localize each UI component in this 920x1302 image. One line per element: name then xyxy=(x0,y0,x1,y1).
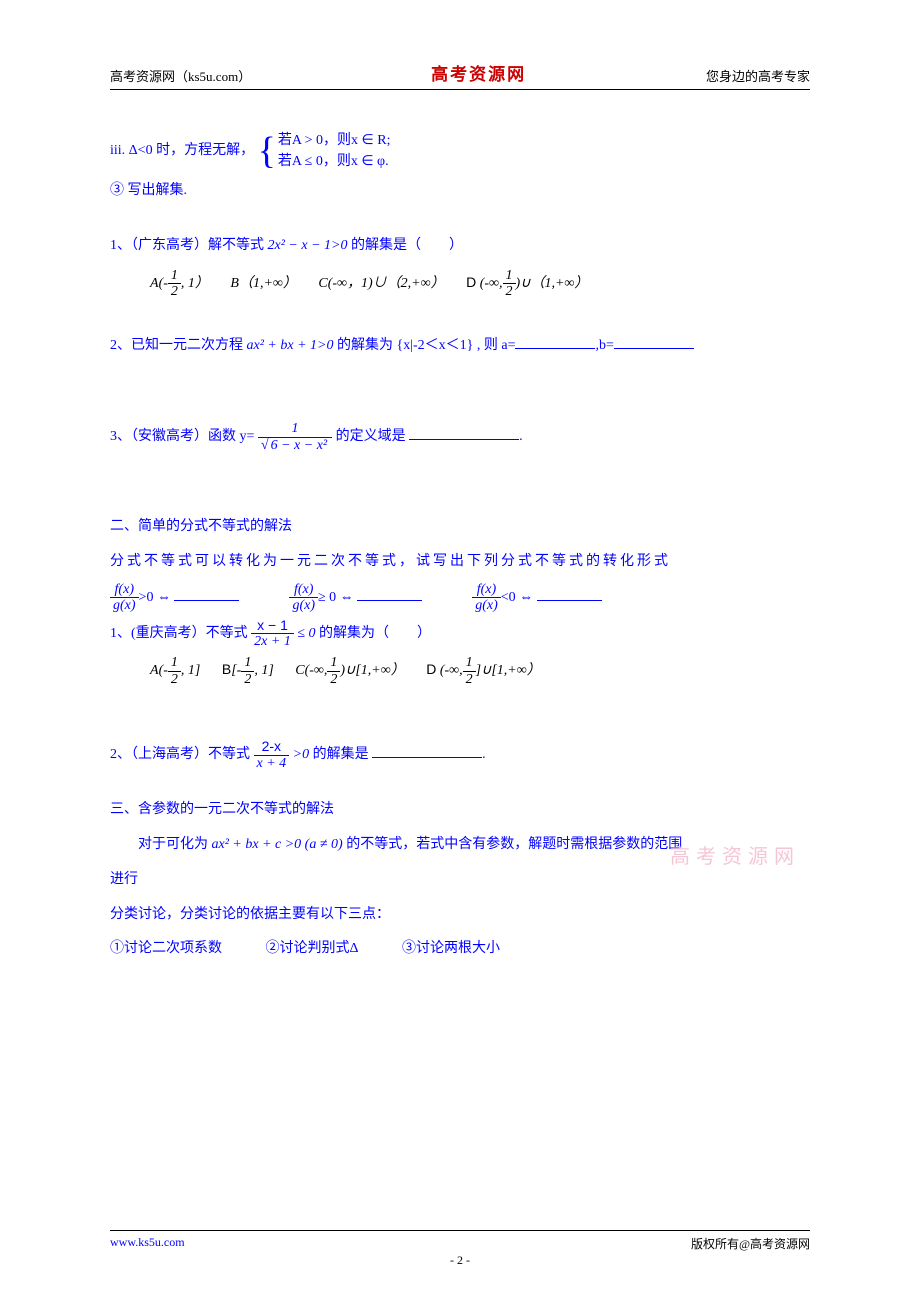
s2q2-stem-a: 2、（上海高考）不等式 xyxy=(110,747,250,762)
s2q1-stem-b: 的解集为（ ） xyxy=(319,626,431,641)
sec3-pt2: ②讨论判别式Δ xyxy=(266,934,359,965)
form-1: f(x)g(x)>0 ⇔ xyxy=(110,582,239,614)
q2-tail-a: , 则 a= xyxy=(477,338,516,353)
iii-cond: Δ<0 时，方程无解， xyxy=(129,143,254,158)
q2-blank-a xyxy=(515,348,595,349)
q2-expr: ax² + bx + 1>0 xyxy=(247,338,334,353)
q2-blank-b xyxy=(614,348,694,349)
header-right: 您身边的高考专家 xyxy=(706,66,810,85)
s2q2-stem: 2、（上海高考）不等式 2-xx + 4 >0 的解集是 . xyxy=(110,739,810,771)
q1-stem: 1、（广东高考）解不等式 2x² − x − 1>0 的解集是（ ） xyxy=(110,231,810,262)
step-3: ③ 写出解集. xyxy=(110,176,810,207)
q2-stem: 2、已知一元二次方程 ax² + bx + 1>0 的解集为 {x|-2＜x＜1… xyxy=(110,331,810,362)
sec2-forms: f(x)g(x)>0 ⇔ f(x)g(x)≥ 0 ⇔ f(x)g(x)<0 ⇔ xyxy=(110,582,810,614)
q1-stem-a: 1、（广东高考）解不等式 xyxy=(110,238,264,253)
form-2: f(x)g(x)≥ 0 ⇔ xyxy=(289,582,422,614)
s2q1-optB: B[-12, 1] xyxy=(222,655,274,687)
s2q1-options: A(-12, 1] B[-12, 1] C(-∞,12)∪[1,+∞） D (-… xyxy=(150,655,810,687)
s2q1-optA: A(-12, 1] xyxy=(150,655,200,687)
s2q1-optD: D (-∞,12]∪[1,+∞） xyxy=(426,655,541,687)
sec3-line1-b: 的不等式，若式中含有参数，解题时需根据参数的范围 xyxy=(346,837,682,852)
s2q2-frac: 2-xx + 4 xyxy=(254,739,290,771)
q2-stem-b: 的解集为 {x|-2＜x＜1} xyxy=(337,338,473,353)
s2q1-stem-a: 1、(重庆高考）不等式 xyxy=(110,626,248,641)
sec2-title: 二、简单的分式不等式的解法 xyxy=(110,512,810,543)
s2q2-tail: . xyxy=(482,747,486,762)
form2-blank xyxy=(357,600,422,601)
q1-optA: A(-12, 1） xyxy=(150,268,209,300)
q3-stem-b: 的定义域是 xyxy=(336,429,406,444)
q1-expr: 2x² − x − 1>0 xyxy=(268,238,348,253)
q3-tail: . xyxy=(519,429,523,444)
brace-row-1: 若A > 0，则x ∈ R; xyxy=(278,130,391,151)
s2q1-optC: C(-∞,12)∪[1,+∞） xyxy=(295,655,404,687)
footer-right: 版权所有@高考资源网 xyxy=(691,1235,810,1252)
footer-left: www.ks5u.com xyxy=(110,1235,185,1252)
brace-icon: { xyxy=(258,132,276,170)
page-number: - 2 - xyxy=(0,1253,920,1268)
q2-tail-b: ,b= xyxy=(595,338,613,353)
sec3-expr: ax² + bx + c >0 (a ≠ 0) xyxy=(212,837,343,852)
q3-stem-a: 3、（安徽高考）函数 y= xyxy=(110,429,254,444)
form3-blank xyxy=(537,600,602,601)
s2q1-frac: x − 12x + 1 xyxy=(251,618,294,650)
q1-optC: C(-∞，1)∪（2,+∞） xyxy=(318,272,444,292)
q3-blank xyxy=(409,439,519,440)
q3-stem: 3、（安徽高考）函数 y= 1 √6 − x − x² 的定义域是 . xyxy=(110,421,810,453)
q1-options: A(-12, 1） B（1,+∞） C(-∞，1)∪（2,+∞） D (-∞,1… xyxy=(150,268,810,300)
q1-optD: D (-∞,12)∪（1,+∞） xyxy=(466,268,588,300)
header-left: 高考资源网（ks5u.com） xyxy=(110,66,251,85)
s2q2-stem-b: 的解集是 xyxy=(313,747,369,762)
s2q2-rel: >0 xyxy=(293,747,309,762)
sec3-pt1: ①讨论二次项系数 xyxy=(110,934,222,965)
sec2-intro: 分式不等式可以转化为一元二次不等式，试写出下列分式不等式的转化形式 xyxy=(110,547,810,578)
q1-stem-b: 的解集是（ ） xyxy=(351,238,463,253)
iii-prefix: iii. xyxy=(110,143,125,158)
line-iii: iii. Δ<0 时，方程无解， { 若A > 0，则x ∈ R; 若A ≤ 0… xyxy=(110,130,810,172)
sec3-line2: 进行 xyxy=(110,865,810,896)
sec3-title: 三、含参数的一元二次不等式的解法 xyxy=(110,795,810,826)
brace-block: { 若A > 0，则x ∈ R; 若A ≤ 0，则x ∈ φ. xyxy=(258,130,391,172)
sec3-line1-a: 对于可化为 xyxy=(110,837,208,852)
watermark: 高考资源网 xyxy=(670,840,800,869)
sec3-points: ①讨论二次项系数 ②讨论判别式Δ ③讨论两根大小 xyxy=(110,934,810,965)
header-center: 高考资源网 xyxy=(431,60,526,85)
form-3: f(x)g(x)<0 ⇔ xyxy=(472,582,601,614)
form1-blank xyxy=(174,600,239,601)
q2-stem-a: 2、已知一元二次方程 xyxy=(110,338,243,353)
sec3-line3: 分类讨论，分类讨论的依据主要有以下三点： xyxy=(110,900,810,931)
page-header: 高考资源网（ks5u.com） 高考资源网 您身边的高考专家 xyxy=(110,60,810,90)
sec3-pt3: ③讨论两根大小 xyxy=(402,934,500,965)
brace-row-2: 若A ≤ 0，则x ∈ φ. xyxy=(278,151,391,172)
page-footer: www.ks5u.com 版权所有@高考资源网 xyxy=(110,1230,810,1252)
s2q2-blank xyxy=(372,757,482,758)
s2q1-rel: ≤ 0 xyxy=(297,626,315,641)
q1-optB: B（1,+∞） xyxy=(230,272,296,292)
s2q1-stem: 1、(重庆高考）不等式 x − 12x + 1 ≤ 0 的解集为（ ） xyxy=(110,618,810,650)
q3-frac: 1 √6 − x − x² xyxy=(258,421,332,453)
